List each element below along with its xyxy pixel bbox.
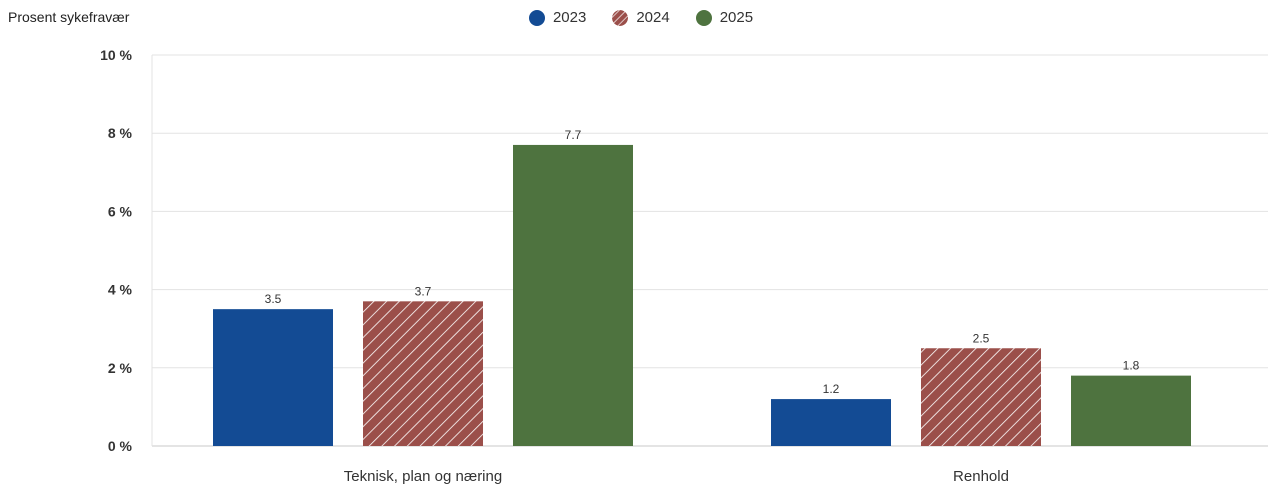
y-tick-label: 8 % — [108, 125, 133, 141]
data-label-2024-0: 3.7 — [415, 284, 432, 298]
bar-2023-0[interactable] — [213, 309, 333, 446]
legend-label-2025: 2025 — [719, 9, 754, 26]
bar-2025-0[interactable] — [513, 144, 633, 446]
y-tick-label: 2 % — [108, 360, 133, 376]
legend-item-2024[interactable]: 2024 — [612, 9, 670, 26]
legend: 2023 2024 2025 — [0, 9, 1282, 26]
y-tick-label: 10 % — [100, 47, 132, 63]
y-tick-label: 6 % — [108, 203, 133, 219]
x-tick-label: Teknisk, plan og næring — [344, 468, 502, 485]
y-tick-label: 0 % — [108, 438, 133, 454]
bar-2025-1[interactable] — [1071, 375, 1191, 446]
data-label-2023-0: 3.5 — [265, 292, 282, 306]
bar-2023-1[interactable] — [771, 399, 891, 446]
legend-label-2023: 2023 — [552, 9, 587, 26]
data-label-2025-0: 7.7 — [565, 128, 582, 142]
data-label-2023-1: 1.2 — [823, 382, 840, 396]
legend-marker-2025 — [695, 9, 712, 26]
bar-2024-1[interactable] — [921, 348, 1041, 446]
legend-item-2023[interactable]: 2023 — [528, 9, 587, 26]
x-tick-label: Renhold — [953, 468, 1009, 485]
legend-item-2025[interactable]: 2025 — [695, 9, 754, 26]
legend-marker-2024 — [612, 9, 629, 26]
y-tick-label: 4 % — [108, 282, 133, 298]
legend-label-2024: 2024 — [636, 9, 670, 26]
y-axis-title: Prosent sykefravær — [8, 9, 130, 25]
legend-marker-2023 — [528, 9, 545, 26]
data-label-2024-1: 2.5 — [973, 331, 990, 345]
bar-2024-0[interactable] — [363, 301, 483, 446]
data-label-2025-1: 1.8 — [1123, 359, 1140, 373]
